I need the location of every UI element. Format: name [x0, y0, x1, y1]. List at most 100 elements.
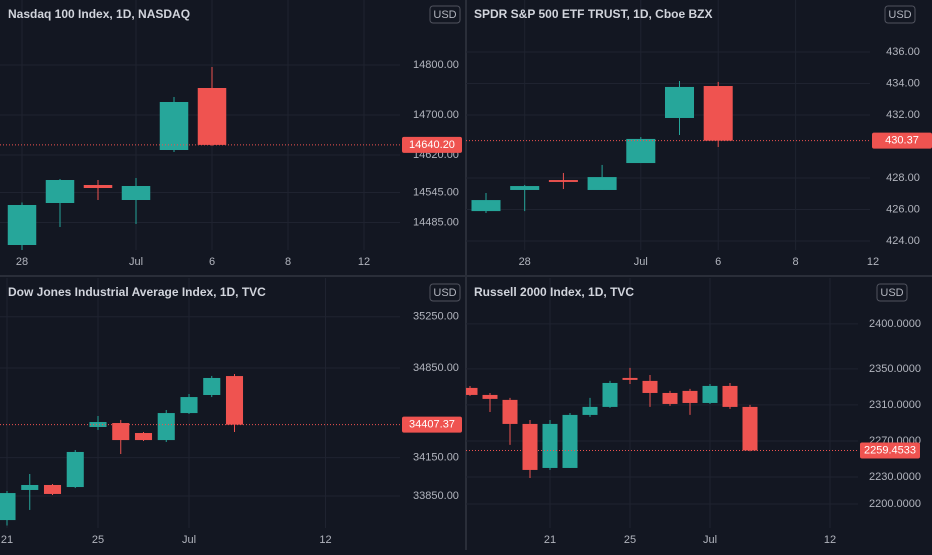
candle-body — [159, 102, 189, 150]
panel: 2200.00002230.00002270.00002310.00002350… — [466, 278, 921, 546]
x-tick-label: 8 — [793, 256, 799, 268]
chart-title: Russell 2000 Index, 1D, TVC — [474, 285, 634, 299]
candle-body — [562, 414, 578, 468]
y-tick-label: 2310.0000 — [869, 399, 921, 411]
x-tick-label: 21 — [1, 534, 13, 546]
y-tick-label: 436.00 — [886, 46, 920, 58]
plot-area — [466, 278, 858, 528]
x-tick-label: 12 — [867, 256, 879, 268]
y-tick-label: 14485.00 — [413, 216, 459, 228]
candle-body — [664, 86, 695, 118]
y-tick-label: 432.00 — [886, 109, 920, 121]
candle-body — [703, 86, 733, 141]
currency-badge — [429, 5, 461, 24]
candle-body — [642, 380, 658, 393]
currency-badge — [876, 283, 908, 302]
candle-body — [622, 377, 638, 380]
candle-body — [548, 180, 578, 182]
y-tick-label: 14800.00 — [413, 59, 459, 71]
panel: 33850.00 34150.00 34850.00 35250.00 21 25 Jul 1… — [0, 278, 462, 546]
x-tick-label: 6 — [715, 256, 721, 268]
x-tick-label: Jul — [182, 534, 196, 546]
candle-body — [742, 406, 758, 451]
candle-body — [197, 88, 227, 145]
plot-area — [0, 278, 400, 528]
candle-body — [502, 399, 518, 424]
y-tick-label: 34850.00 — [413, 362, 459, 374]
candle-body — [89, 422, 107, 428]
x-tick-label: 25 — [624, 534, 636, 546]
currency-label: USD — [433, 9, 456, 21]
candle-body — [0, 493, 16, 521]
x-tick-label: 12 — [824, 534, 836, 546]
candle-body — [522, 423, 538, 470]
candle-body — [471, 200, 501, 212]
plot-area — [466, 0, 870, 250]
y-tick-label: 428.00 — [886, 172, 920, 184]
y-tick-label: 33850.00 — [413, 490, 459, 502]
candle-body — [626, 138, 656, 164]
candle-body — [203, 377, 221, 395]
candle-body — [602, 382, 618, 407]
last-price-label: 34407.37 — [409, 419, 455, 431]
y-tick-label: 426.00 — [886, 203, 920, 215]
candle-body — [7, 205, 37, 245]
plot-area — [0, 0, 400, 250]
y-tick-label: 34150.00 — [413, 452, 459, 464]
x-tick-label: 25 — [92, 534, 104, 546]
y-tick-label: 14545.00 — [413, 186, 459, 198]
x-tick-label: 6 — [209, 256, 215, 268]
x-tick-label: 12 — [319, 534, 331, 546]
x-tick-label: Jul — [634, 256, 648, 268]
candle-body — [180, 397, 198, 414]
candle-body — [112, 423, 130, 441]
candle-body — [45, 180, 75, 203]
candle-body — [134, 433, 153, 441]
candle-body — [21, 484, 39, 490]
x-tick-label: 28 — [519, 256, 531, 268]
y-tick-label: 2200.0000 — [869, 498, 921, 510]
candle-body — [542, 423, 558, 468]
x-tick-label: 28 — [16, 256, 28, 268]
last-price-badge — [402, 416, 462, 433]
currency-label: USD — [880, 287, 903, 299]
last-price-label: 14640.20 — [409, 139, 455, 151]
x-tick-label: 21 — [544, 534, 556, 546]
last-price-label: 430.37 — [885, 135, 919, 147]
x-tick-label: Jul — [129, 256, 143, 268]
x-tick-label: 8 — [285, 256, 291, 268]
candle-body — [702, 385, 718, 403]
candle-body — [722, 385, 738, 407]
chart-title: SPDR S&P 500 ETF TRUST, 1D, Cboe BZX — [474, 7, 713, 21]
candle-body — [66, 451, 84, 488]
y-tick-label: 2230.0000 — [869, 471, 921, 483]
candle-body — [587, 177, 617, 190]
y-tick-label: 35250.00 — [413, 311, 459, 323]
y-tick-label: 434.00 — [886, 77, 920, 89]
candle-body — [157, 413, 175, 441]
candle-body — [682, 390, 698, 403]
y-tick-label: 2350.0000 — [869, 363, 921, 375]
last-price-label: 2259.4533 — [864, 444, 916, 456]
candle-body — [83, 185, 113, 188]
panel: 14485.0014545.0014620.0014700.0014800.00… — [0, 0, 462, 268]
x-tick-label: 12 — [358, 256, 370, 268]
candle-body — [510, 186, 540, 190]
candle-body — [466, 387, 478, 395]
currency-badge — [884, 5, 916, 24]
y-tick-label: 424.00 — [886, 235, 920, 247]
last-price-badge — [860, 442, 920, 459]
y-tick-label: 2400.0000 — [869, 318, 921, 330]
currency-badge — [429, 283, 461, 302]
currency-label: USD — [888, 9, 911, 21]
chart-title: Nasdaq 100 Index, 1D, NASDAQ — [8, 7, 190, 21]
candle-body — [582, 406, 598, 415]
currency-label: USD — [433, 287, 456, 299]
chart-title: Dow Jones Industrial Average Index, 1D, … — [8, 285, 266, 299]
candle-body — [121, 186, 151, 200]
last-price-badge — [402, 136, 462, 153]
candle-body — [43, 484, 62, 494]
y-tick-label: 14700.00 — [413, 109, 459, 121]
candle-body — [482, 394, 498, 399]
